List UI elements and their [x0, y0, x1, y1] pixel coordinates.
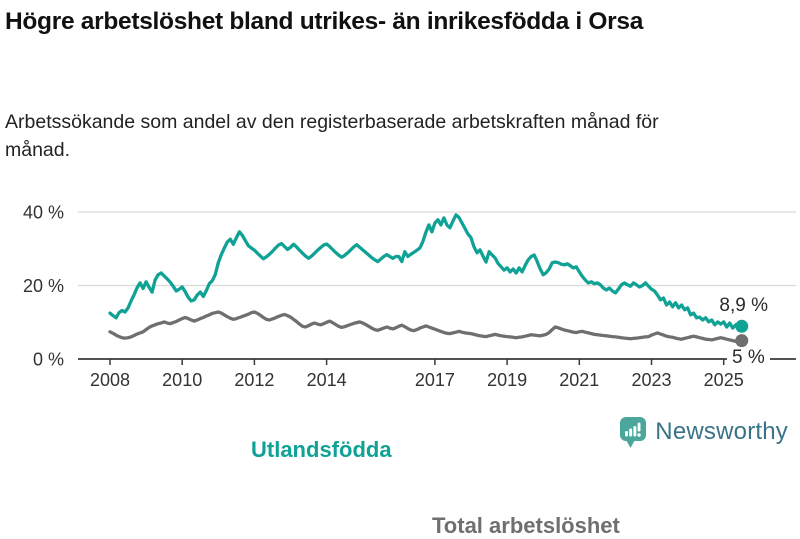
svg-text:2019: 2019 [487, 370, 527, 390]
svg-text:40 %: 40 % [23, 203, 64, 223]
svg-text:2025: 2025 [704, 370, 744, 390]
svg-text:2021: 2021 [559, 370, 599, 390]
svg-text:2012: 2012 [234, 370, 274, 390]
end-value-utlandsfodda: 8,9 % [719, 295, 768, 316]
series-label-utlandsfodda: Utlandsfödda [251, 437, 392, 462]
chart-canvas: 0 % 20 % 40 % 2008 2010 2012 2014 2017 2019 2021 2… [23, 203, 796, 390]
newsworthy-logo: Newsworthy [619, 415, 788, 449]
svg-text:20 %: 20 % [23, 276, 64, 296]
series-label-total-arbetsloshet: Total arbetslöshet [432, 513, 620, 538]
svg-text:2010: 2010 [162, 370, 202, 390]
svg-text:0 %: 0 % [33, 350, 64, 370]
page-subtitle: Arbetssökande som andel av den registerb… [5, 111, 659, 161]
newsworthy-wordmark: Newsworthy [655, 418, 788, 445]
svg-text:2014: 2014 [307, 370, 347, 390]
page-title: Högre arbetslöshet bland utrikes- än inr… [5, 8, 644, 35]
svg-text:2008: 2008 [90, 370, 130, 390]
newsworthy-speech-bubble-chart-icon [620, 416, 647, 448]
svg-text:2017: 2017 [415, 370, 455, 390]
svg-text:2023: 2023 [631, 370, 671, 390]
unemployment-line-chart: 0 % 20 % 40 % 2008 2010 2012 2014 2017 2019 2021 2… [0, 195, 800, 538]
end-value-total: 5 % [727, 347, 770, 369]
